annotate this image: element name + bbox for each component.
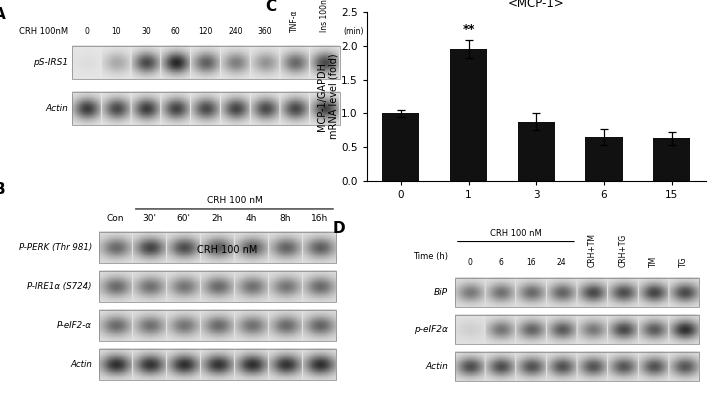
Text: 120: 120: [198, 27, 212, 36]
Text: B: B: [0, 182, 5, 197]
Text: P-IRE1α (S724): P-IRE1α (S724): [27, 282, 92, 291]
Text: Actin: Actin: [425, 362, 448, 371]
Bar: [98, 309, 336, 341]
Text: pS-IRS1: pS-IRS1: [33, 58, 68, 67]
Text: 30: 30: [141, 27, 151, 36]
Text: CRH 100 nM: CRH 100 nM: [207, 196, 262, 205]
Text: TNF-α: TNF-α: [290, 9, 299, 32]
Text: **: **: [462, 23, 475, 36]
Text: 60: 60: [171, 27, 180, 36]
Text: TG: TG: [679, 257, 688, 267]
Text: CRH+TG: CRH+TG: [618, 234, 627, 267]
Bar: [71, 46, 339, 79]
Text: BiP: BiP: [434, 288, 448, 297]
Text: A: A: [0, 7, 5, 22]
Bar: [455, 351, 699, 381]
Bar: [585, 137, 622, 181]
Title: <MCP-1>: <MCP-1>: [508, 0, 565, 10]
Text: 8h: 8h: [279, 214, 291, 223]
Text: 360: 360: [258, 27, 272, 36]
Text: C: C: [265, 0, 276, 14]
Bar: [382, 114, 419, 181]
Text: (min): (min): [343, 27, 364, 36]
Bar: [653, 139, 690, 181]
Text: CRH 100 nM: CRH 100 nM: [197, 245, 257, 255]
Text: 16h: 16h: [311, 214, 328, 223]
Text: 30': 30': [143, 214, 157, 223]
Bar: [98, 349, 336, 380]
Bar: [98, 232, 336, 263]
Text: TM: TM: [649, 256, 658, 267]
Text: CRH 100 nM: CRH 100 nM: [490, 229, 542, 238]
Text: D: D: [333, 221, 345, 236]
Text: 16: 16: [526, 258, 536, 267]
Text: P-eIF2-α: P-eIF2-α: [57, 321, 92, 330]
Text: 6: 6: [498, 258, 503, 267]
Y-axis label: MCP-1/GAPDH
mRNA level (fold): MCP-1/GAPDH mRNA level (fold): [317, 54, 338, 139]
Bar: [455, 278, 699, 307]
Text: p-eIF2α: p-eIF2α: [414, 325, 448, 334]
Bar: [98, 271, 336, 302]
Text: Con: Con: [107, 214, 125, 223]
Bar: [450, 49, 487, 181]
Bar: [518, 122, 555, 181]
Bar: [455, 315, 699, 345]
Text: CRH 100nM: CRH 100nM: [19, 27, 68, 36]
Text: 240: 240: [228, 27, 242, 36]
Text: CRH+TM: CRH+TM: [588, 233, 597, 267]
Text: Actin: Actin: [70, 360, 92, 368]
Text: 0: 0: [468, 258, 473, 267]
Text: Ins 100nM: Ins 100nM: [320, 0, 329, 32]
Text: 24: 24: [557, 258, 567, 267]
Text: Time (h): Time (h): [413, 252, 448, 261]
Bar: [71, 92, 339, 124]
Text: 2h: 2h: [212, 214, 223, 223]
Text: 0: 0: [84, 27, 89, 36]
Text: 60': 60': [177, 214, 190, 223]
Text: P-PERK (Thr 981): P-PERK (Thr 981): [19, 243, 92, 252]
Text: 10: 10: [111, 27, 121, 36]
Text: 4h: 4h: [246, 214, 257, 223]
Text: Actin: Actin: [46, 103, 68, 113]
